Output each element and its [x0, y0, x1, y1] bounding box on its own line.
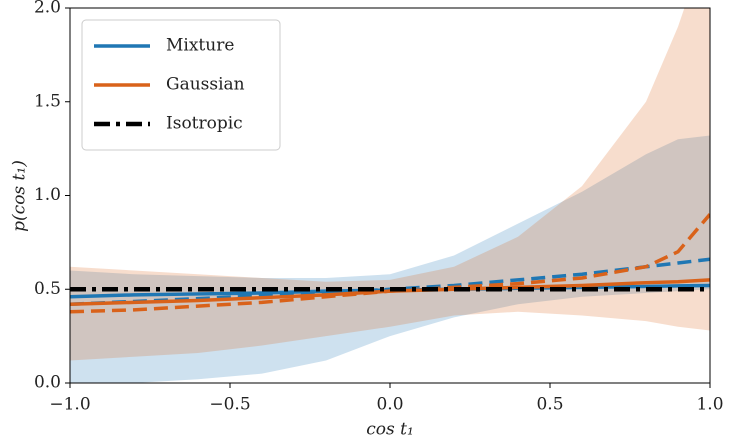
uncertainty-band: [70, 8, 710, 361]
x-tick-label: −0.5: [209, 395, 250, 415]
legend-label: Mixture: [166, 36, 234, 56]
legend-label: Gaussian: [166, 75, 245, 95]
plot-area: [70, 8, 710, 383]
x-tick-label: 1.0: [696, 395, 723, 415]
x-tick-label: 0.5: [536, 395, 563, 415]
uncertainty-band: [70, 135, 710, 383]
x-tick-label: 0.0: [376, 395, 403, 415]
x-tick-label: −1.0: [49, 395, 90, 415]
dashed-line: [70, 213, 710, 314]
y-axis-label: p(cos t₁): [10, 160, 30, 232]
y-tick-label: 2.0: [34, 0, 61, 18]
legend-box: [81, 19, 281, 151]
legend-label: Isotropic: [166, 114, 243, 134]
y-tick-label: 1.0: [34, 185, 61, 205]
y-tick-label: 0.0: [34, 373, 61, 393]
y-tick-label: 1.5: [34, 91, 61, 111]
x-axis-label: cos t₁: [366, 420, 414, 440]
y-tick-label: 0.5: [34, 279, 61, 299]
